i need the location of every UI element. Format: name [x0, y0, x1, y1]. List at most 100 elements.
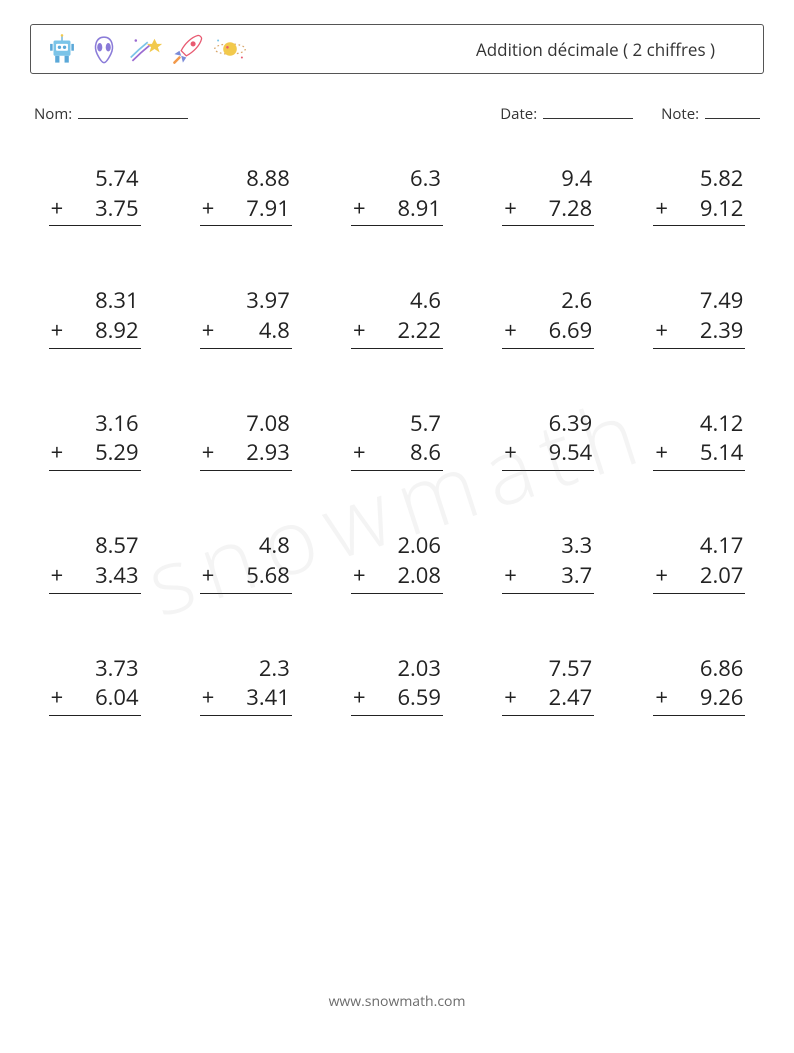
operand-top: 5.7	[351, 409, 443, 439]
addition-problem: 4.6+2.22	[351, 286, 443, 348]
operator: +	[653, 683, 668, 713]
problems-grid: 5.74+3.758.88+7.916.3+8.919.4+7.285.82+9…	[30, 164, 764, 716]
addition-problem: 7.08+2.93	[200, 409, 292, 471]
operand-top: 7.08	[200, 409, 292, 439]
operand-top: 7.49	[653, 286, 745, 316]
operand-top: 2.3	[200, 654, 292, 684]
name-label: Nom:	[34, 104, 72, 124]
operand-bottom: +9.54	[502, 438, 594, 471]
operand-top: 7.57	[502, 654, 594, 684]
operand-bottom: +6.69	[502, 316, 594, 349]
operand-top: 8.57	[49, 531, 141, 561]
operator: +	[49, 438, 64, 468]
operand-top: 5.82	[653, 164, 745, 194]
meta-row: Nom: Date: Note:	[30, 104, 764, 124]
operator: +	[653, 561, 668, 591]
addition-problem: 5.7+8.6	[351, 409, 443, 471]
addition-problem: 4.17+2.07	[653, 531, 745, 593]
operand-top: 3.97	[200, 286, 292, 316]
operand-bottom: +3.41	[200, 683, 292, 716]
operand-bottom: +8.91	[351, 194, 443, 227]
operand-bottom: +6.04	[49, 683, 141, 716]
operator: +	[351, 683, 366, 713]
operand-top: 2.03	[351, 654, 443, 684]
operator: +	[200, 438, 215, 468]
operand-top: 4.12	[653, 409, 745, 439]
alien-icon	[87, 32, 121, 66]
operand-bottom: +3.43	[49, 561, 141, 594]
operand-top: 4.17	[653, 531, 745, 561]
operator: +	[502, 683, 517, 713]
operator: +	[351, 194, 366, 224]
date-blank[interactable]	[543, 104, 633, 119]
operator: +	[502, 194, 517, 224]
operand-bottom: +5.29	[49, 438, 141, 471]
operand-top: 3.16	[49, 409, 141, 439]
addition-problem: 9.4+7.28	[502, 164, 594, 226]
operand-top: 6.86	[653, 654, 745, 684]
addition-problem: 2.6+6.69	[502, 286, 594, 348]
addition-problem: 6.39+9.54	[502, 409, 594, 471]
operator: +	[653, 316, 668, 346]
operand-bottom: +8.92	[49, 316, 141, 349]
addition-problem: 5.74+3.75	[49, 164, 141, 226]
addition-problem: 3.97+4.8	[200, 286, 292, 348]
operand-bottom: +6.59	[351, 683, 443, 716]
addition-problem: 4.8+5.68	[200, 531, 292, 593]
operator: +	[502, 316, 517, 346]
planet-icon	[213, 32, 247, 66]
operand-bottom: +9.26	[653, 683, 745, 716]
name-blank[interactable]	[78, 104, 188, 119]
worksheet-title: Addition décimale ( 2 chiffres )	[476, 38, 749, 61]
operand-top: 6.39	[502, 409, 594, 439]
addition-problem: 5.82+9.12	[653, 164, 745, 226]
operand-bottom: +8.6	[351, 438, 443, 471]
addition-problem: 6.86+9.26	[653, 654, 745, 716]
addition-problem: 3.73+6.04	[49, 654, 141, 716]
addition-problem: 3.16+5.29	[49, 409, 141, 471]
addition-problem: 3.3+3.7	[502, 531, 594, 593]
header-icons	[45, 32, 247, 66]
operand-top: 5.74	[49, 164, 141, 194]
operand-top: 6.3	[351, 164, 443, 194]
header-box: Addition décimale ( 2 chiffres )	[30, 24, 764, 74]
operand-bottom: +7.28	[502, 194, 594, 227]
operand-bottom: +3.75	[49, 194, 141, 227]
rocket-icon	[171, 32, 205, 66]
robot-icon	[45, 32, 79, 66]
operator: +	[49, 194, 64, 224]
operator: +	[200, 194, 215, 224]
operator: +	[49, 316, 64, 346]
note-blank[interactable]	[705, 104, 760, 119]
addition-problem: 7.49+2.39	[653, 286, 745, 348]
operator: +	[351, 316, 366, 346]
note-field: Note:	[661, 104, 760, 124]
operand-top: 8.31	[49, 286, 141, 316]
operand-top: 9.4	[502, 164, 594, 194]
addition-problem: 7.57+2.47	[502, 654, 594, 716]
addition-problem: 6.3+8.91	[351, 164, 443, 226]
operator: +	[653, 438, 668, 468]
note-label: Note:	[661, 104, 699, 124]
operand-top: 4.8	[200, 531, 292, 561]
operand-bottom: +4.8	[200, 316, 292, 349]
operand-bottom: +2.08	[351, 561, 443, 594]
operand-top: 8.88	[200, 164, 292, 194]
operand-bottom: +2.07	[653, 561, 745, 594]
operand-top: 2.06	[351, 531, 443, 561]
operator: +	[502, 438, 517, 468]
operator: +	[200, 316, 215, 346]
operand-bottom: +2.22	[351, 316, 443, 349]
operator: +	[49, 561, 64, 591]
name-field: Nom:	[34, 104, 500, 124]
addition-problem: 4.12+5.14	[653, 409, 745, 471]
operator: +	[502, 561, 517, 591]
operand-bottom: +5.14	[653, 438, 745, 471]
operand-top: 4.6	[351, 286, 443, 316]
operator: +	[653, 194, 668, 224]
operand-top: 3.73	[49, 654, 141, 684]
operator: +	[200, 683, 215, 713]
operator: +	[351, 438, 366, 468]
operator: +	[49, 683, 64, 713]
operand-bottom: +9.12	[653, 194, 745, 227]
